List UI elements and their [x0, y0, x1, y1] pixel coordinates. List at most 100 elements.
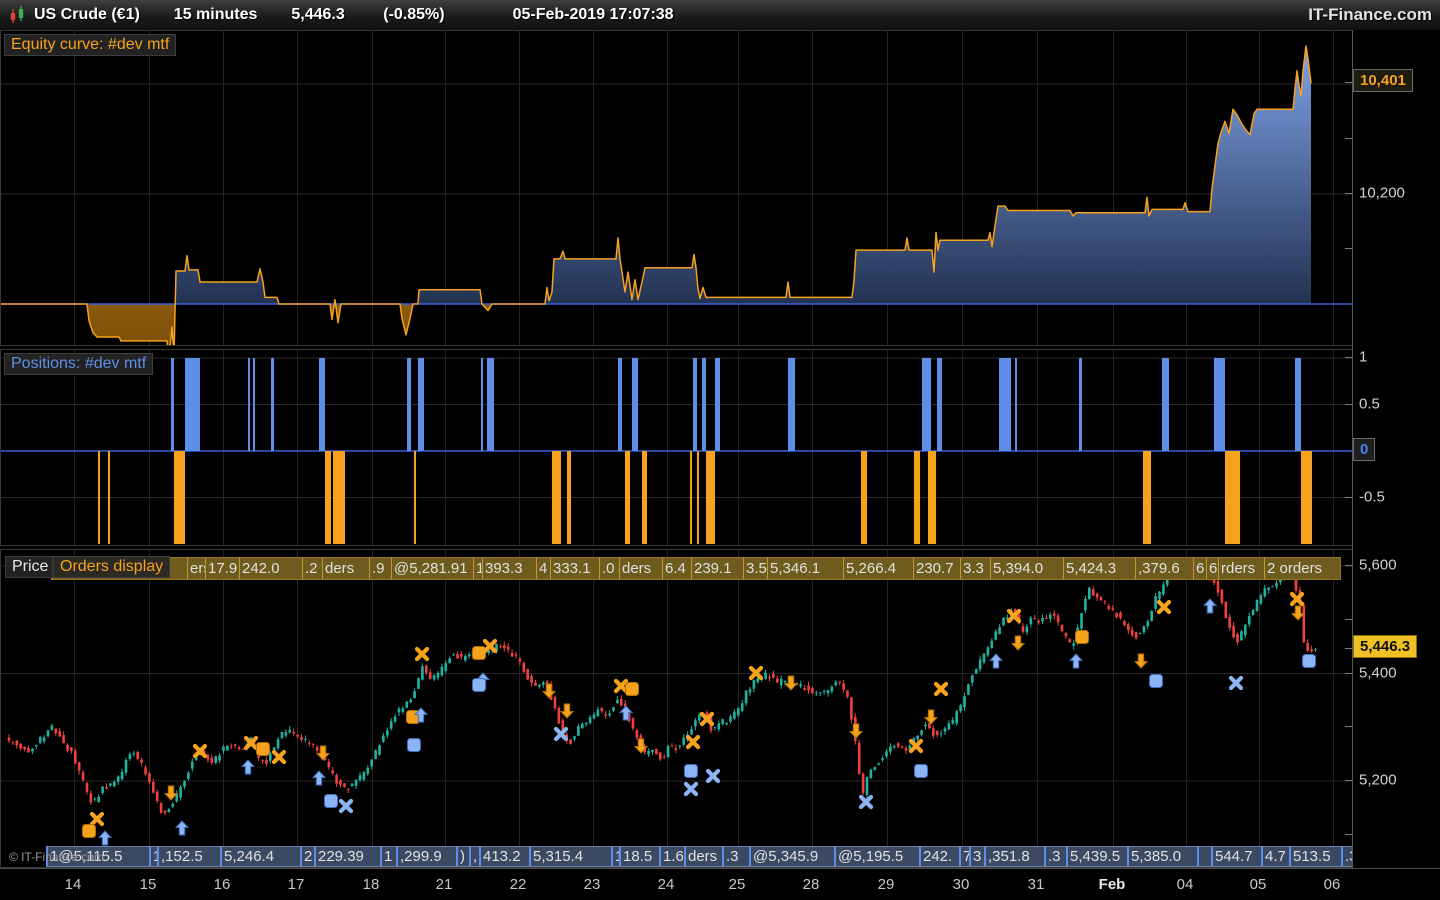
- position-bar-short: [414, 451, 416, 544]
- positions-axis-label: 0.5: [1359, 395, 1380, 412]
- order-label-pending: 3.3: [960, 558, 990, 579]
- position-bar-short: [333, 451, 345, 544]
- x-axis-label: 15: [140, 876, 157, 893]
- order-marker-sell-x: [616, 681, 626, 691]
- order-marker-sell-x: [1159, 602, 1169, 612]
- position-bar-long: [319, 358, 325, 451]
- position-bar-short: [861, 451, 867, 544]
- order-label-filled: 5,385.0: [1127, 847, 1197, 866]
- order-marker-square: [915, 765, 928, 778]
- order-label-filled: 544.7: [1211, 847, 1261, 866]
- position-bar-long: [618, 358, 622, 451]
- order-marker-sell-arrow: [165, 786, 177, 800]
- price-axis-label: 5,400: [1359, 664, 1397, 681]
- position-bar-long: [693, 358, 697, 451]
- positions-label[interactable]: Positions: #dev mtf: [4, 353, 153, 375]
- x-axis-label: 05: [1250, 876, 1267, 893]
- position-bar-long: [1295, 358, 1301, 451]
- order-marker-sell-arrow: [317, 746, 329, 760]
- order-marker-buy-arrow: [990, 654, 1002, 668]
- order-marker-buy-x: [556, 729, 566, 739]
- datetime-label: 05-Feb-2019 17:07:38: [513, 6, 674, 24]
- position-bar-long: [715, 358, 720, 451]
- order-label-filled: 5,315.4: [529, 847, 611, 866]
- order-label-filled: 18.5: [619, 847, 659, 866]
- order-marker-sell-arrow: [785, 676, 797, 690]
- order-label-filled: ): [456, 847, 469, 866]
- order-label-filled: 5,439.5: [1066, 847, 1127, 866]
- order-label-filled: @5,345.9: [749, 847, 834, 866]
- positions-axis-label: -0.5: [1359, 488, 1385, 505]
- order-marker-buy-x: [686, 784, 696, 794]
- price-panel: Price Orders display ers17.9242.0.2ders.…: [0, 549, 1352, 868]
- last-price-header: 5,446.3 (-0.85%): [291, 6, 478, 24]
- order-marker-sell-arrow: [1292, 606, 1304, 620]
- candlestick-icon: [8, 5, 28, 25]
- order-marker-buy-x: [1231, 678, 1241, 688]
- position-bar-long: [1214, 358, 1225, 451]
- x-axis-label: 29: [878, 876, 895, 893]
- x-axis[interactable]: 1415161718212223242528293031Feb040506: [0, 868, 1440, 900]
- position-bar-short: [928, 451, 936, 544]
- x-axis-label: 18: [363, 876, 380, 893]
- order-label-pending: 4: [536, 558, 550, 579]
- position-bar-short: [98, 451, 100, 544]
- x-axis-label: 16: [214, 876, 231, 893]
- timeframe-label: 15 minutes: [174, 6, 258, 24]
- order-label-pending: .2: [302, 558, 322, 579]
- price-last-value-badge: 5,446.3: [1353, 635, 1417, 658]
- position-bar-long: [271, 358, 274, 451]
- order-marker-square: [257, 743, 270, 756]
- equity-last-value-badge: 10,401: [1353, 69, 1413, 92]
- order-label-filled: 7: [959, 847, 969, 866]
- order-label-pending: 6: [1193, 558, 1206, 579]
- order-marker-square: [1076, 631, 1089, 644]
- order-label-filled: 513.5: [1289, 847, 1341, 866]
- pending-orders-band: ers17.9242.0.2ders.9@5,281.911393.34333.…: [51, 557, 1341, 580]
- x-axis-label: 14: [65, 876, 82, 893]
- equity-curve-panel: Equity curve: #dev mtf: [0, 30, 1352, 346]
- equity-axis-tick: [1345, 193, 1352, 194]
- order-label-pending: 393.3: [482, 558, 536, 579]
- order-marker-sell-arrow: [925, 710, 937, 724]
- price-axis-minor-tick: [1345, 834, 1352, 835]
- x-axis-label: 06: [1324, 876, 1341, 893]
- order-label-pending: rders: [1218, 558, 1264, 579]
- order-label-filled: ,: [469, 847, 479, 866]
- position-bar-long: [1015, 358, 1017, 451]
- order-marker-sell-x: [417, 649, 427, 659]
- price-candlestick-chart: [1, 550, 1352, 868]
- equity-curve-label[interactable]: Equity curve: #dev mtf: [4, 34, 176, 56]
- order-label-filled: ,351.8: [984, 847, 1044, 866]
- position-bar-short: [697, 451, 699, 544]
- position-bar-long: [418, 358, 424, 451]
- position-bar-long: [407, 358, 411, 451]
- order-marker-buy-x: [708, 771, 718, 781]
- position-bar-long: [487, 358, 494, 451]
- order-marker-sell-x: [936, 684, 946, 694]
- order-label-pending: 333.1: [550, 558, 599, 579]
- order-label-pending: 6.4: [662, 558, 691, 579]
- order-label-filled: @5,195.5: [834, 847, 919, 866]
- watermark: © IT-Finance.com: [9, 850, 104, 864]
- order-label-filled: ders: [684, 847, 722, 866]
- order-marker-buy-arrow: [176, 821, 188, 835]
- order-marker-buy-x: [861, 797, 871, 807]
- order-marker-buy-x: [341, 801, 351, 811]
- order-label-filled: 1: [380, 847, 396, 866]
- orders-display-label[interactable]: Orders display: [53, 556, 170, 578]
- positions-last-value-badge: 0: [1353, 438, 1375, 461]
- price-label[interactable]: Price: [5, 556, 55, 578]
- position-bar-short: [706, 451, 715, 544]
- brand-logo: IT-Finance.com: [1308, 0, 1432, 30]
- position-bar-short: [108, 451, 110, 544]
- position-bar-short: [1301, 451, 1312, 544]
- x-axis-label: 28: [803, 876, 820, 893]
- order-marker-square: [1303, 655, 1316, 668]
- order-marker-square: [83, 825, 96, 838]
- order-label-filled: 2: [300, 847, 314, 866]
- position-bar-long: [248, 358, 250, 451]
- position-bar-long: [632, 358, 638, 451]
- order-label-filled: 5,246.4: [220, 847, 300, 866]
- order-label-filled: .3: [1341, 847, 1352, 866]
